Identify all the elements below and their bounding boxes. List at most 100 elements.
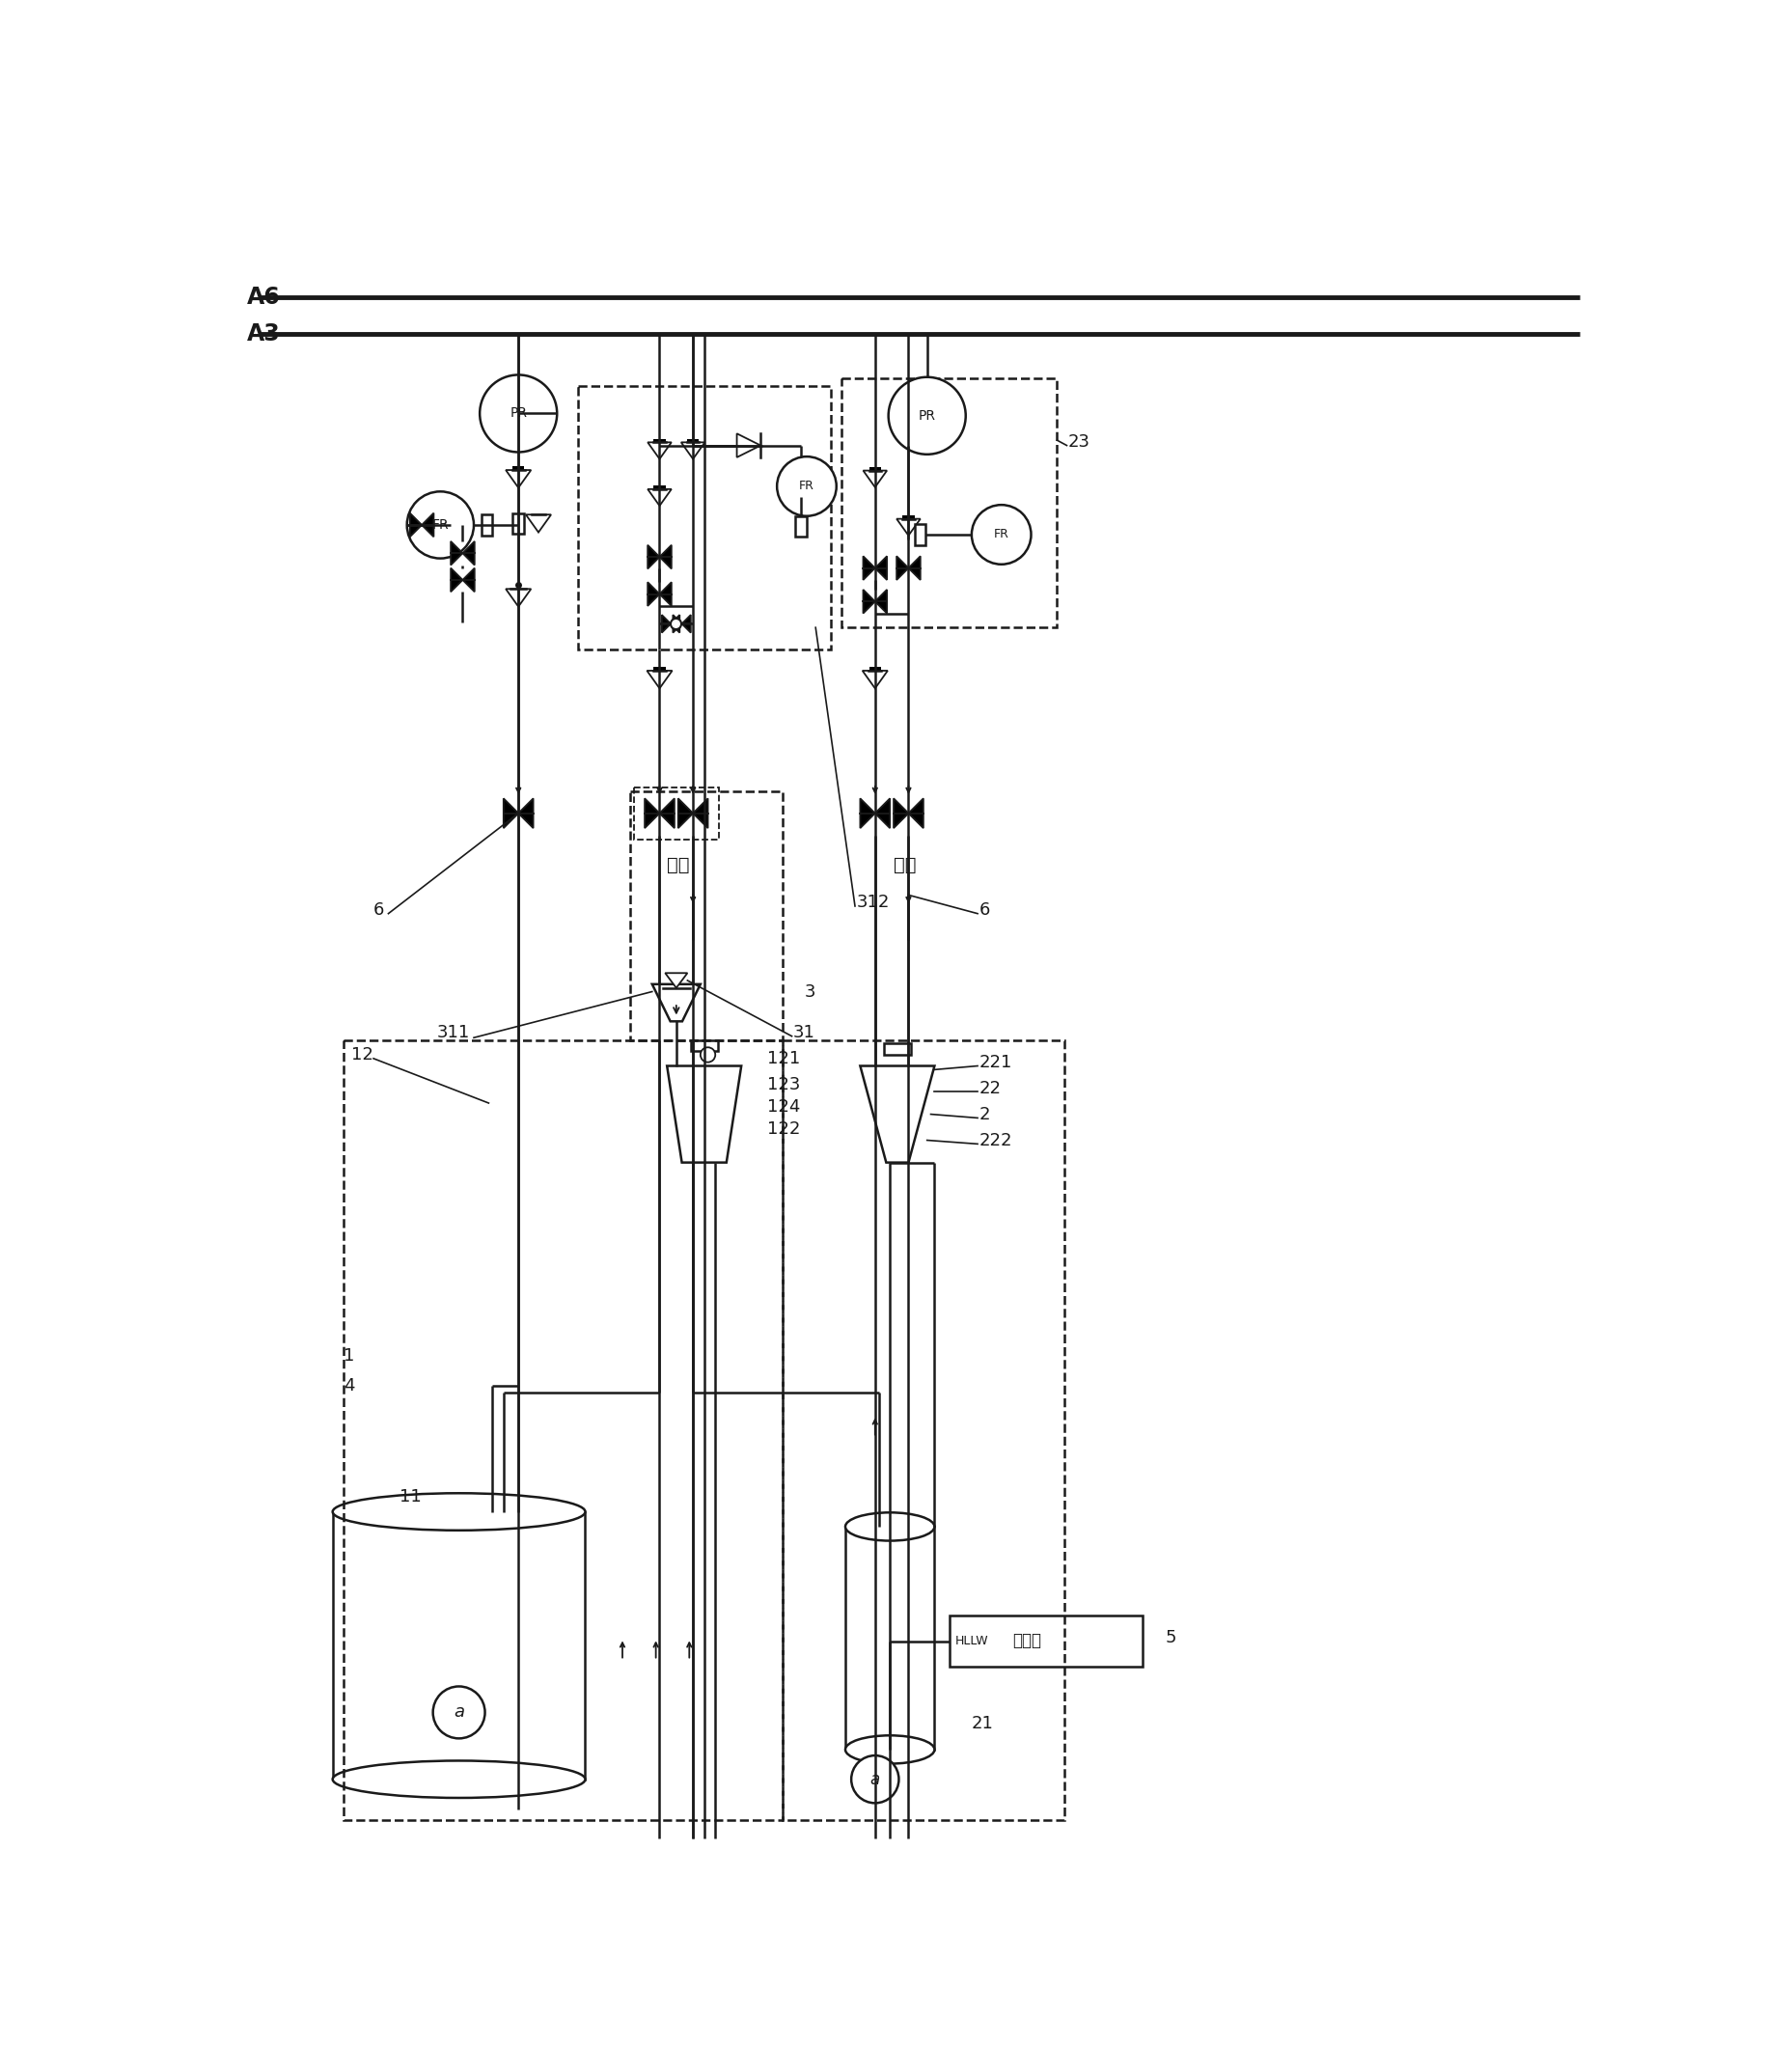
Bar [914,524,925,545]
Circle shape [971,505,1030,563]
Bar [869,667,880,671]
Polygon shape [672,615,681,634]
Polygon shape [421,514,434,536]
Text: 23: 23 [1068,433,1090,449]
Text: 6: 6 [373,901,383,920]
Polygon shape [661,615,670,634]
Bar [654,439,665,441]
Polygon shape [874,557,887,580]
Bar [883,1044,910,1054]
Polygon shape [694,799,708,828]
Text: 排气: 排气 [667,855,690,874]
Text: 222: 222 [978,1131,1012,1149]
Text: 4: 4 [344,1377,355,1394]
Text: 311: 311 [437,1023,470,1042]
Text: FR: FR [432,518,448,532]
Polygon shape [681,615,690,634]
Polygon shape [874,799,889,828]
Text: HLLW: HLLW [955,1634,987,1646]
Polygon shape [896,520,919,536]
Bar [948,1615,1142,1667]
Bar [654,667,665,671]
Circle shape [407,491,473,559]
Polygon shape [647,671,672,688]
Ellipse shape [844,1512,934,1541]
Polygon shape [652,984,701,1021]
Polygon shape [659,545,670,570]
Text: 5: 5 [1165,1630,1176,1646]
Text: PR: PR [918,408,935,422]
Text: 31: 31 [792,1023,815,1042]
Text: 11: 11 [400,1489,421,1506]
Text: A6: A6 [247,286,281,309]
Circle shape [480,375,557,451]
Bar [577,385,830,650]
Bar [690,1040,717,1052]
Text: 排气: 排气 [892,855,916,874]
Text: a: a [453,1704,464,1721]
Bar [480,514,493,534]
Circle shape [851,1756,898,1804]
Polygon shape [665,973,686,988]
Polygon shape [862,590,874,613]
Polygon shape [677,799,694,828]
Circle shape [701,1048,715,1062]
Circle shape [776,456,835,516]
Text: 12: 12 [351,1046,373,1062]
Bar [781,1040,1064,1820]
Circle shape [432,1686,484,1738]
Bar [840,379,1057,628]
Text: 121: 121 [767,1050,799,1067]
Bar [633,787,719,839]
Bar [844,1526,934,1750]
Bar [654,485,665,489]
Circle shape [889,377,966,454]
Bar [513,514,523,534]
Polygon shape [862,671,887,688]
Bar [869,466,880,470]
Polygon shape [505,588,530,607]
Polygon shape [645,799,659,828]
Text: 2: 2 [978,1106,989,1122]
Polygon shape [462,541,475,565]
Bar [794,516,806,536]
Polygon shape [518,799,532,828]
Bar [901,516,914,518]
Text: 22: 22 [978,1079,1000,1098]
Polygon shape [874,590,887,613]
Polygon shape [647,443,670,460]
Text: 1: 1 [344,1346,355,1365]
Polygon shape [896,557,909,580]
Polygon shape [860,799,874,828]
Polygon shape [504,799,518,828]
Bar [513,466,523,470]
Text: 123: 123 [767,1075,799,1093]
Text: FR: FR [993,528,1009,541]
Bar [333,1512,584,1779]
Polygon shape [909,557,919,580]
Polygon shape [737,433,760,458]
Text: 21: 21 [971,1715,993,1731]
Bar [629,791,781,1040]
Bar [344,1040,781,1820]
Polygon shape [410,514,421,536]
Polygon shape [647,545,659,570]
Polygon shape [525,514,550,532]
Polygon shape [450,567,462,592]
Text: FR: FR [799,480,814,493]
Text: 3: 3 [805,984,815,1000]
Polygon shape [450,541,462,565]
Ellipse shape [333,1760,584,1798]
Polygon shape [909,799,923,828]
Polygon shape [462,567,475,592]
Polygon shape [892,799,909,828]
Text: a: a [869,1771,880,1787]
Ellipse shape [333,1493,584,1530]
Text: 6: 6 [978,901,989,920]
Text: 接收槽: 接收槽 [1012,1632,1041,1651]
Bar [686,439,699,441]
Polygon shape [647,489,670,505]
Polygon shape [862,470,887,487]
Polygon shape [659,582,670,607]
Polygon shape [659,799,674,828]
